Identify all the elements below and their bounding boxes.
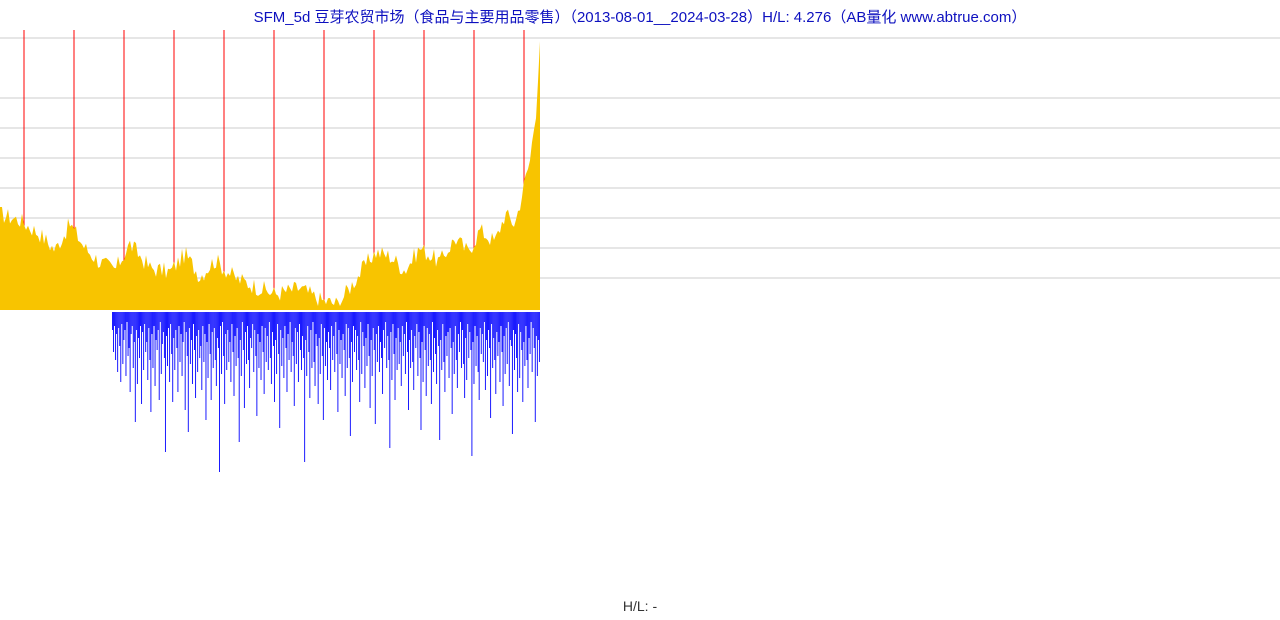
chart-svg [0, 28, 1280, 590]
bottom-label: H/L: - [0, 598, 1280, 614]
chart-area [0, 28, 1280, 590]
